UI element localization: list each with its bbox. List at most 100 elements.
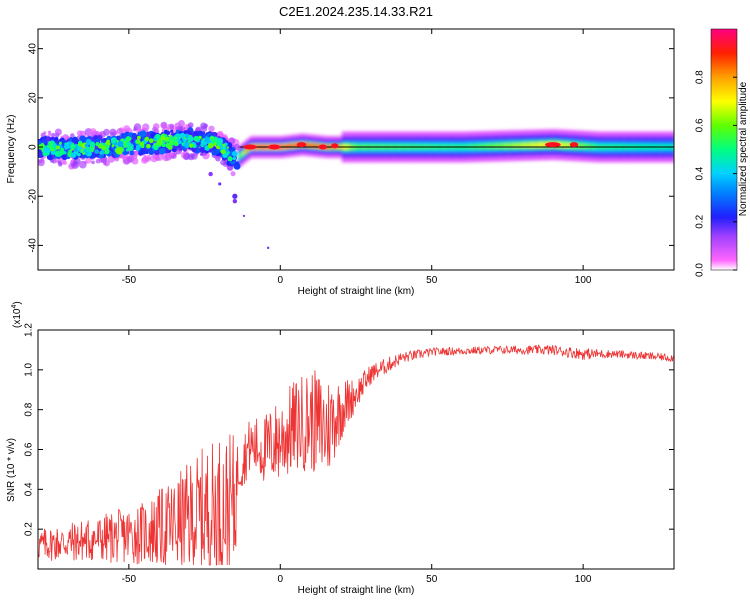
spectrogram-blob: [213, 138, 218, 143]
spectrogram-blob: [174, 136, 178, 140]
spectrogram-blob: [145, 131, 151, 137]
spectrogram-blob: [233, 162, 241, 170]
spectrogram-y-tick-label: -40: [28, 238, 39, 253]
snr-y-tick-label: 1.0: [24, 362, 35, 376]
spectrogram-blob: [216, 140, 223, 146]
spectrogram-cell: [536, 142, 540, 148]
spectrogram-blob: [169, 140, 174, 145]
colorbar-tick-label: 0.4: [695, 166, 706, 180]
colorbar-tick-label: 0.6: [695, 118, 706, 132]
spectrogram-blob: [117, 140, 124, 148]
spectrogram-cell: [488, 143, 491, 149]
spectrogram-outlier: [232, 193, 238, 199]
spectrogram-cell: [286, 144, 290, 149]
spectrogram-blob: [148, 138, 154, 144]
spectrogram-blob: [226, 146, 230, 149]
spectrogram-blob: [178, 146, 183, 151]
spectrogram-blob: [196, 141, 201, 146]
spectrogram-blob: [58, 141, 62, 145]
spectrogram-cell: [492, 143, 495, 149]
spectrogram-blob: [106, 139, 110, 144]
spectrogram-blob: [43, 146, 50, 153]
spectrogram-cell: [244, 149, 247, 154]
spectrogram-blob: [187, 153, 195, 161]
spectrogram-blob: [164, 153, 172, 161]
spectrogram-blob: [79, 135, 86, 142]
snr-multiplier-exp: 4: [11, 305, 18, 309]
spectrogram-blob: [78, 160, 87, 169]
spectrogram-blob: [51, 158, 57, 164]
spectrogram-blob: [208, 125, 215, 132]
spectrogram-blob: [220, 149, 226, 155]
spectrogram-y-tick-label: 20: [28, 92, 39, 104]
spectrogram-blob: [141, 144, 145, 149]
spectrogram-blob: [144, 136, 150, 142]
spectrogram-blob: [70, 133, 75, 138]
spectrogram-outlier: [208, 171, 213, 177]
spectrogram-blob: [142, 123, 150, 131]
spectrogram-cell: [519, 143, 523, 148]
spectrogram-blob: [135, 144, 141, 150]
spectrogram-blob: [152, 123, 160, 130]
colorbar-ticks: 0.0 0.2 0.4 0.6 0.8: [695, 70, 737, 277]
snr-x-ticks: -50 0 50 100: [122, 330, 592, 585]
spectrogram-outlier: [232, 198, 238, 204]
spectrogram-cell: [587, 144, 591, 149]
spectrogram-x-tick-label: 100: [575, 275, 592, 286]
spectrogram-frame: [37, 28, 675, 271]
spectrogram-cell: [485, 143, 489, 149]
spectrogram-blob: [77, 152, 81, 157]
spectrogram-blob: [125, 150, 130, 155]
spectrogram-blob: [38, 149, 41, 153]
spectrogram-x-tick-label: 0: [278, 275, 284, 286]
colorbar: 0.0 0.2 0.4 0.6 0.8 Normalized spectral ampl…: [695, 28, 749, 277]
spectrogram-blob: [41, 138, 45, 142]
spectrogram-marks: [38, 119, 674, 250]
spectrogram-cell: [293, 143, 296, 148]
spectrogram-cell: [237, 155, 241, 159]
spectrogram-cell: [511, 143, 514, 149]
spectrogram-blob: [135, 139, 141, 144]
spectrogram-blob: [55, 145, 61, 150]
spectrogram-outlier: [266, 246, 270, 250]
spectrogram-hotspot: [318, 144, 327, 150]
spectrogram-cell: [521, 143, 525, 148]
spectrogram-blob: [146, 143, 151, 149]
spectrogram-blob: [187, 122, 194, 128]
spectrogram-blob: [139, 149, 145, 155]
spectrogram-blob: [116, 127, 123, 135]
spectrogram-cell: [240, 153, 243, 157]
spectrogram-cell: [528, 142, 531, 148]
spectrogram-cell: [505, 143, 508, 149]
snr-x-tick-label: 100: [575, 574, 592, 585]
spectrogram-blob: [164, 134, 168, 138]
snr-series-line: [38, 344, 674, 566]
spectrogram-blob: [132, 154, 138, 160]
spectrogram-cell: [513, 143, 516, 149]
snr-plot-area: [38, 330, 674, 569]
spectrogram-blob: [91, 160, 95, 165]
spectrogram-blob: [189, 143, 194, 148]
spectrogram-blob: [137, 135, 141, 140]
spectrogram-cell: [543, 142, 546, 148]
spectrogram-cell: [500, 143, 504, 149]
spectrogram-blob: [43, 131, 47, 135]
spectrogram-blob: [113, 131, 118, 136]
spectrogram-blob: [122, 156, 127, 161]
spectrogram-blob: [159, 147, 166, 155]
spectrogram-blob: [62, 160, 68, 165]
spectrogram-y-tick-label: 40: [28, 43, 39, 55]
spectrogram-cell: [530, 142, 533, 148]
spectrogram-blob: [217, 130, 224, 137]
spectrogram-blob: [166, 130, 171, 135]
spectrogram-cell: [524, 142, 527, 148]
spectrogram-blob: [47, 130, 52, 134]
spectrogram-blob: [100, 150, 105, 155]
spectrogram-cell: [307, 143, 311, 147]
spectrogram-cell: [541, 142, 544, 148]
spectrogram-blob: [225, 148, 229, 153]
spectrogram-blob: [51, 132, 56, 137]
spectrogram-blob: [169, 134, 172, 138]
spectrogram-cell: [481, 144, 485, 149]
spectrogram-blob: [126, 156, 134, 163]
